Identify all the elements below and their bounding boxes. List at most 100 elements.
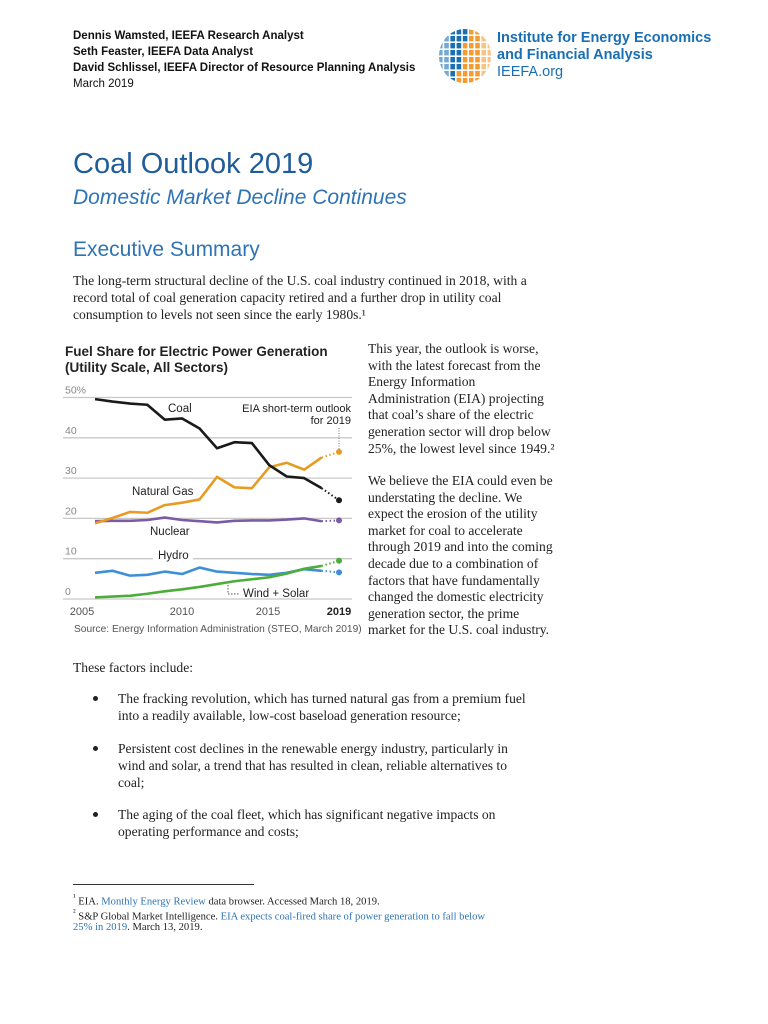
logo-line-1: Institute for Energy Economics (497, 30, 712, 46)
ieefa-globe-logo-icon (436, 28, 494, 84)
bullet-item-line: operating performance and costs; (118, 824, 299, 839)
bullet-icon (93, 746, 98, 751)
globe-cell (481, 64, 486, 70)
globe-cell (439, 57, 443, 63)
forecast-line (321, 519, 340, 523)
footnote-text: S&P Global Market Intelligence. (75, 911, 221, 923)
globe-cell (481, 57, 486, 63)
globe-cell (456, 57, 462, 63)
side-text-line: expect the erosion of the utility (368, 506, 538, 522)
globe-cell (481, 43, 486, 49)
globe-cell (456, 64, 462, 70)
bullet-item-line: The aging of the coal fleet, which has s… (118, 807, 496, 822)
side-text-line: understating the decline. We (368, 489, 523, 505)
factors-intro: These factors include: (73, 660, 194, 675)
globe-cell (444, 43, 449, 49)
globe-cell (444, 29, 449, 35)
forecast-note-2: for 2019 (311, 415, 351, 427)
bullet-icon (93, 696, 98, 701)
section-heading: Executive Summary (73, 238, 260, 261)
globe-cell (462, 71, 468, 77)
y-tick-label: 40 (65, 425, 77, 437)
series-line-natural-gas (94, 456, 323, 525)
bullet-item-line: coal; (118, 775, 145, 790)
author-1: Dennis Wamsted, IEEFA Research Analyst (73, 30, 304, 42)
globe-cell (456, 78, 462, 83)
series-label-hydro: Hydro (158, 550, 189, 562)
y-tick-label: 10 (65, 546, 77, 558)
footnote-1: ¹ EIA. Monthly Energy Review data browse… (73, 892, 380, 908)
globe-cell (450, 64, 455, 70)
globe-cell (475, 29, 480, 35)
footnote-text: data browser. Accessed March 18, 2019. (205, 896, 380, 908)
bullet-item-line: into a readily available, low-cost basel… (118, 708, 461, 723)
side-text-line: decade due to a combination of (368, 556, 539, 571)
y-tick-label: 50% (65, 385, 86, 397)
side-text-line: generation sector, the prime (368, 605, 520, 621)
globe-cell (456, 71, 462, 77)
forecast-point (336, 517, 343, 524)
globe-cell (462, 57, 468, 63)
bullet-icon (93, 812, 98, 817)
chart-subtitle: (Utility Scale, All Sectors) (65, 360, 228, 375)
globe-cell (439, 50, 443, 56)
globe-cell (462, 64, 468, 70)
globe-cell (462, 29, 468, 35)
y-tick-label: 0 (65, 586, 71, 598)
footnote-text: EIA. (75, 896, 102, 908)
globe-cell (439, 64, 443, 70)
globe-cell (481, 78, 486, 83)
globe-cell (475, 57, 480, 63)
globe-cell (439, 29, 443, 35)
series-line-wind-solar (94, 564, 322, 599)
side-text-line: Administration (EIA) projecting (368, 390, 544, 406)
intro-line: consumption to levels not seen since the… (73, 307, 366, 322)
globe-cell (456, 43, 462, 49)
globe-cell (475, 71, 480, 77)
intro-line: The long-term structural decline of the … (73, 273, 527, 288)
globe-cell (444, 78, 449, 83)
forecast-point (336, 557, 343, 564)
y-tick-label: 30 (65, 465, 77, 477)
series-line-coal (94, 397, 323, 490)
document-subtitle: Domestic Market Decline Continues (73, 186, 407, 209)
globe-cell (469, 29, 474, 35)
globe-cell (469, 50, 474, 56)
globe-cell (462, 43, 468, 49)
footnote-link-eia-article-cont[interactable]: 25% in 2019 (73, 922, 128, 933)
series-line-hydro (94, 566, 322, 577)
forecast-line (321, 450, 340, 459)
side-text-line: that coal’s share of the electric (368, 407, 534, 423)
globe-cell (487, 71, 491, 77)
globe-cell (469, 64, 474, 70)
globe-cell (475, 64, 480, 70)
globe-cell (450, 36, 455, 42)
series-label-natural-gas: Natural Gas (132, 486, 194, 498)
globe-cell (439, 78, 443, 83)
forecast-line (321, 569, 340, 574)
series-line-nuclear (94, 516, 322, 524)
globe-cell (487, 78, 491, 83)
footnote-2-cont: 25% in 2019. March 13, 2019. (73, 922, 202, 933)
globe-cell (444, 57, 449, 63)
side-text-line: generation sector will drop below (368, 424, 551, 439)
author-2: Seth Feaster, IEEFA Data Analyst (73, 46, 254, 58)
globe-cell (487, 50, 491, 56)
x-tick-label: 2019 (327, 606, 351, 618)
globe-cell (487, 36, 491, 42)
globe-cell (481, 36, 486, 42)
logo-line-2: and Financial Analysis (497, 47, 653, 63)
bullet-item-line: The fracking revolution, which has turne… (118, 691, 526, 706)
forecast-point (336, 497, 343, 504)
globe-cell (439, 36, 443, 42)
bullet-item-line: wind and solar, a trend that has resulte… (118, 758, 508, 773)
side-text-line: market for the U.S. coal industry. (368, 622, 550, 638)
globe-cell (462, 78, 468, 83)
globe-cell (450, 57, 455, 63)
globe-cell (444, 36, 449, 42)
footnote-link-monthly-energy-review[interactable]: Monthly Energy Review (101, 896, 206, 908)
report-date: March 2019 (73, 78, 134, 90)
x-tick-label: 2010 (170, 606, 194, 618)
globe-cell (481, 29, 486, 35)
footnote-link-eia-article[interactable]: EIA expects coal-fired share of power ge… (220, 911, 486, 923)
